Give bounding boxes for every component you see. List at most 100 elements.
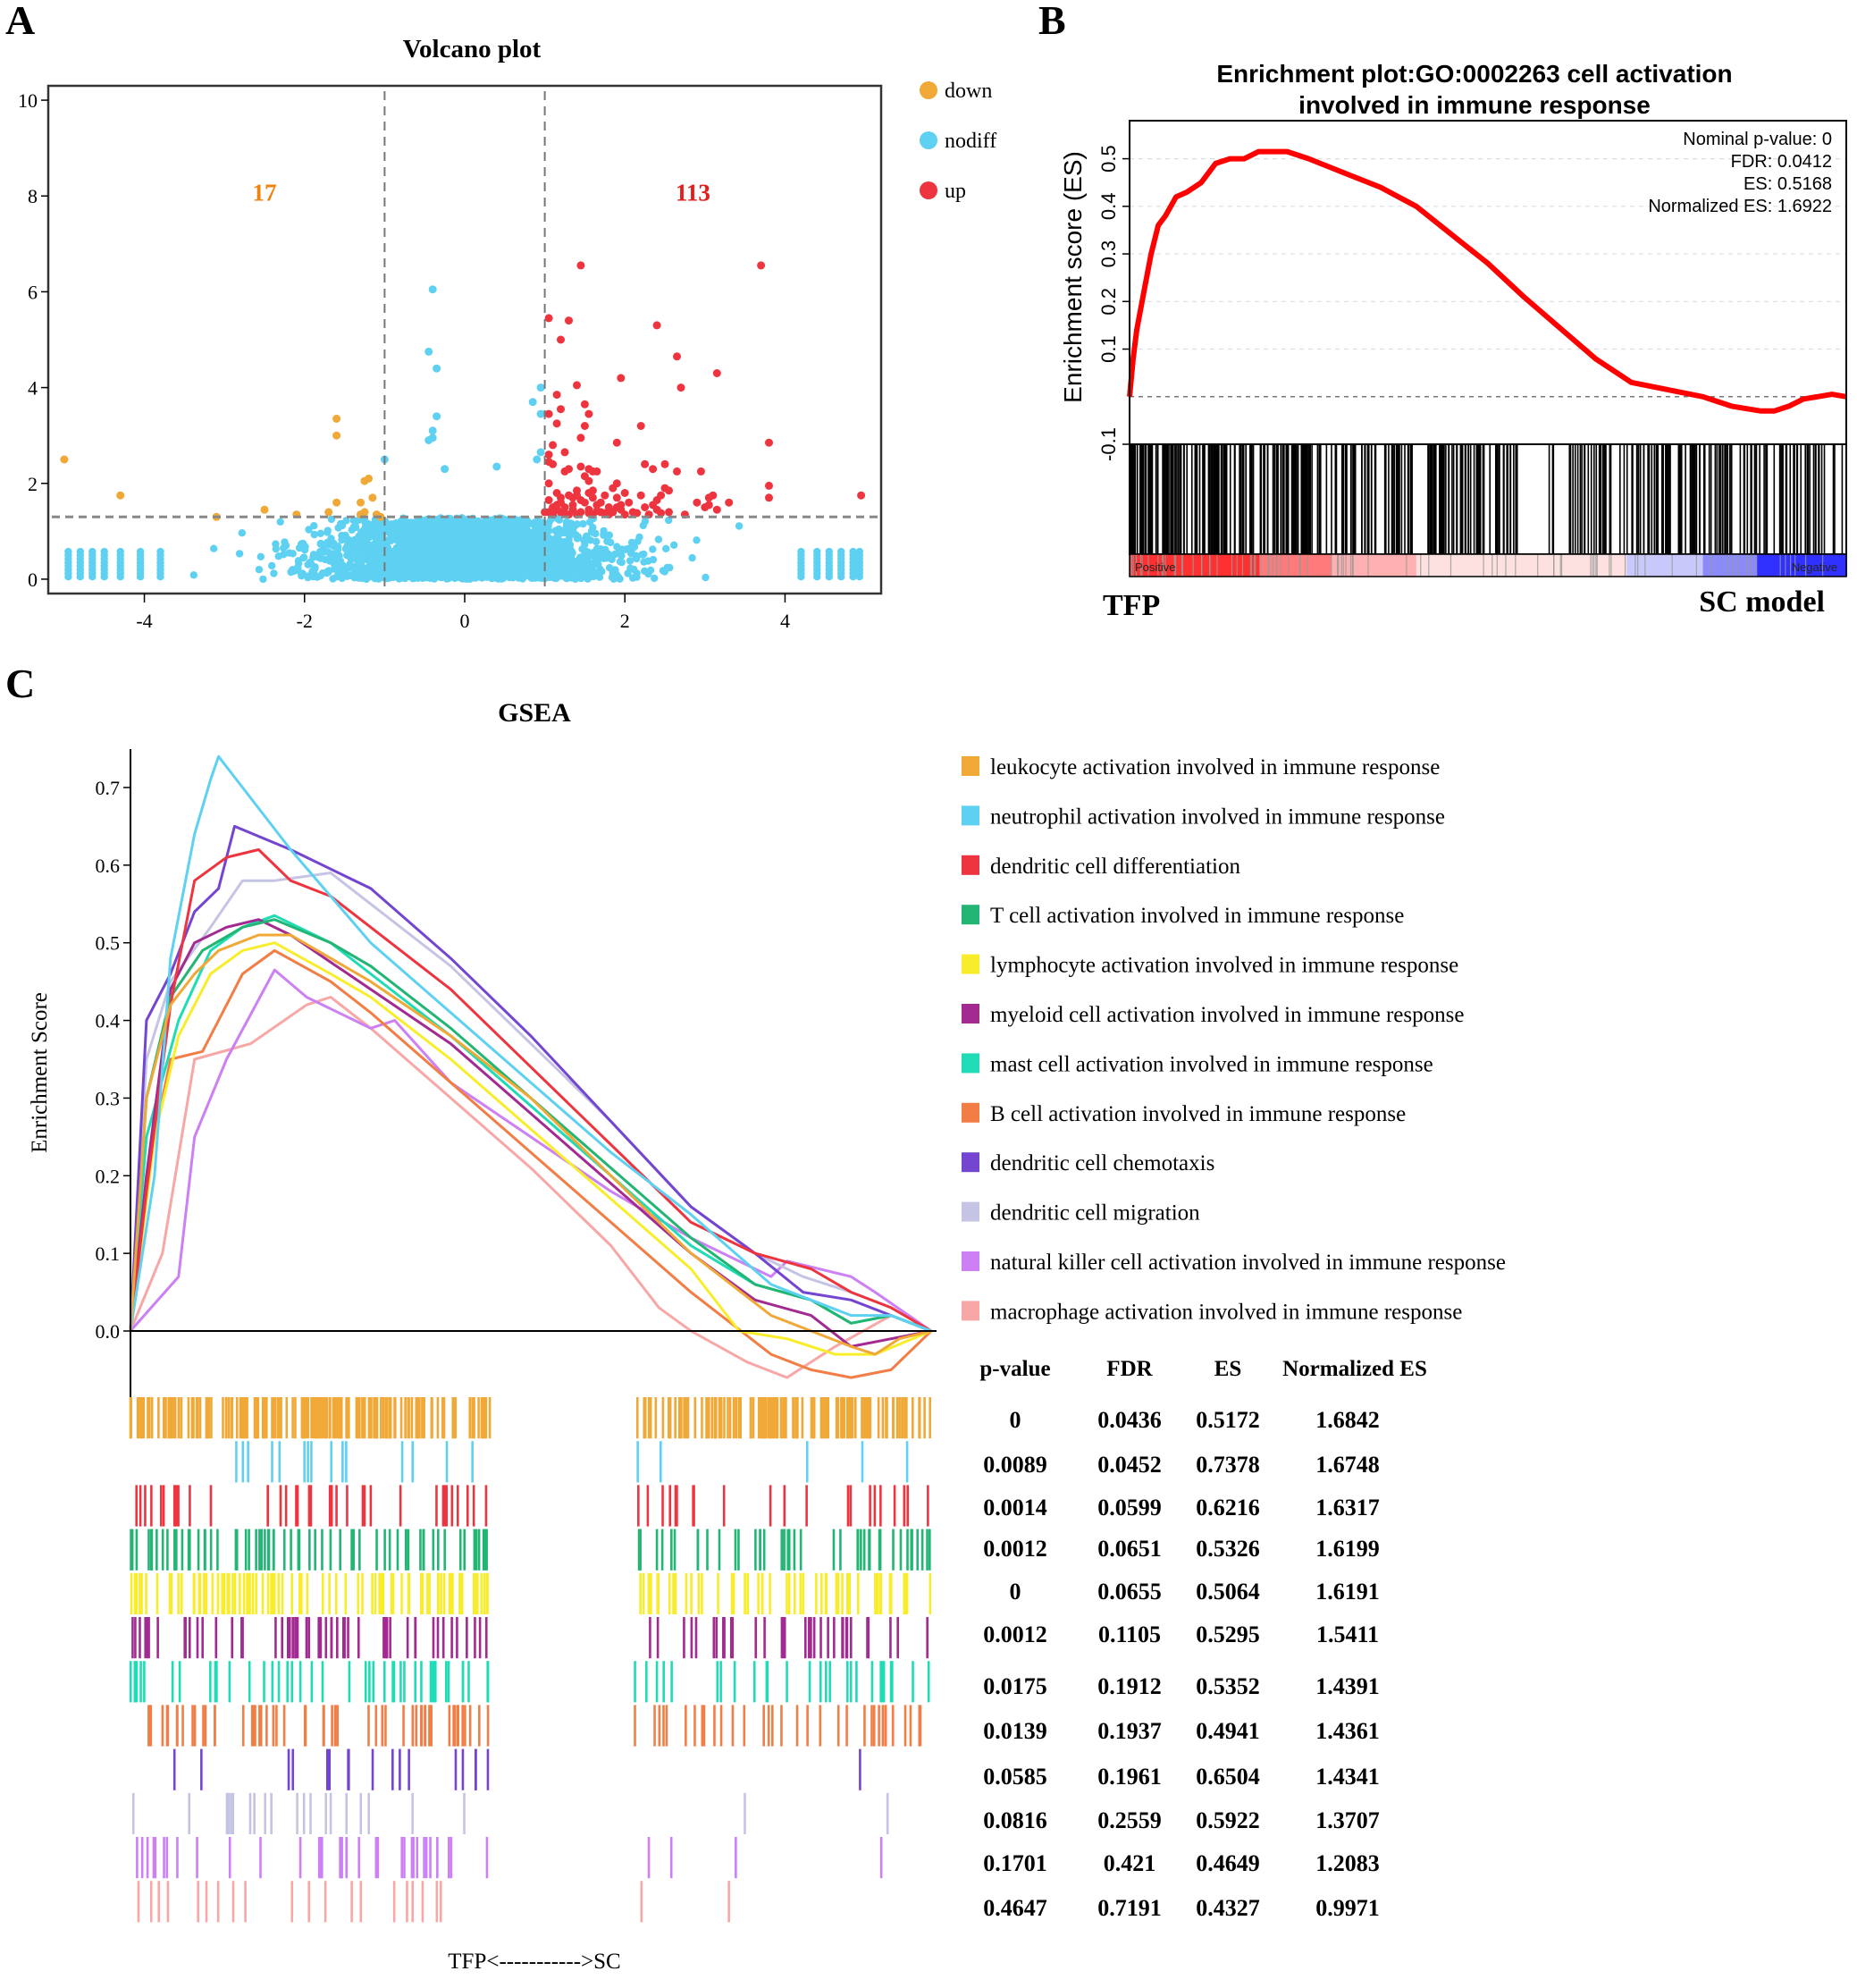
nodiff-point [559, 553, 567, 561]
nodiff-point [433, 364, 441, 373]
nodiff-point [383, 566, 391, 574]
y-tick-label: 0.2 [1097, 288, 1120, 316]
table-cell: 0.5172 [1196, 1407, 1260, 1433]
nodiff-point [474, 517, 483, 526]
nodiff-point [565, 562, 574, 570]
legend-swatch [962, 905, 979, 925]
nodiff-point [563, 541, 571, 549]
up-point [584, 476, 593, 485]
up-point [544, 458, 553, 467]
legend-label: dendritic cell differentiation [990, 855, 1240, 879]
up-point [657, 509, 666, 518]
rank-cell [1331, 554, 1337, 577]
up-point [649, 501, 658, 510]
nodiff-point [628, 574, 637, 582]
rank-cell [1451, 554, 1458, 577]
nodiff-point [516, 518, 525, 526]
nodiff-point [270, 569, 278, 577]
table-cell: 0.2559 [1097, 1807, 1162, 1833]
nodiff-point [88, 547, 97, 556]
rank-cell [1582, 554, 1588, 577]
legend-label: natural killer cell activation involved … [990, 1251, 1506, 1275]
rank-cell [1170, 554, 1176, 577]
nodiff-point [403, 537, 411, 545]
table-cell: 0.1701 [983, 1850, 1047, 1876]
y-tick-label: 0.5 [96, 932, 121, 955]
rank-cell [1380, 554, 1386, 577]
nodiff-point [555, 525, 563, 534]
nodiff-point [318, 569, 327, 577]
rank-cell [1259, 554, 1265, 577]
table-cell: 1.6191 [1315, 1579, 1380, 1605]
rank-cell [1676, 554, 1682, 577]
nodiff-point [431, 559, 440, 568]
up-point [557, 335, 565, 344]
nodiff-point [274, 552, 282, 560]
nodiff-point [702, 573, 710, 582]
table-cell: 0.1937 [1097, 1718, 1162, 1744]
up-point [580, 498, 589, 507]
rank-cell [1290, 554, 1297, 577]
nodiff-point [493, 530, 501, 539]
nodiff-point [528, 398, 537, 407]
rank-cell [1568, 554, 1575, 577]
nodiff-point [487, 562, 495, 570]
nodiff-point [406, 548, 415, 556]
nodiff-point [334, 524, 342, 532]
legend-swatch [962, 805, 979, 826]
up-point [544, 496, 553, 504]
nodiff-point [329, 575, 337, 583]
up-point [592, 507, 601, 516]
volcano-threshold-lines [52, 91, 878, 594]
rank-cell [1206, 554, 1212, 577]
rank-cell [1139, 554, 1145, 577]
up-point [544, 479, 553, 488]
up-point [612, 438, 621, 447]
up-point [565, 316, 573, 325]
up-point [765, 493, 773, 502]
y-tick-label: 0.3 [96, 1087, 121, 1109]
up-point [552, 391, 561, 400]
enrichment-ylabel: Enrichment score (ES) [1059, 151, 1087, 403]
rank-cell [1353, 554, 1359, 577]
rank-cell [1281, 554, 1288, 577]
legend-label: lymphocyte activation involved in immune… [990, 954, 1458, 978]
nodiff-point [592, 537, 601, 546]
legend-label: neutrophil activation involved in immune… [990, 804, 1445, 829]
rank-cell [1322, 554, 1328, 577]
gsea-curve [129, 848, 932, 1333]
rank-cell [1769, 554, 1776, 577]
rank-cell [1424, 554, 1431, 577]
rank-cell [1515, 554, 1521, 577]
up-point [576, 508, 585, 517]
nodiff-point [525, 535, 533, 543]
gsea-hit-barcodes [129, 1397, 932, 1923]
up-point [641, 459, 650, 468]
nodiff-point [408, 566, 416, 575]
gsea-curve [129, 933, 932, 1356]
table-cell: 0.0452 [1097, 1452, 1162, 1478]
up-point [604, 503, 613, 511]
nodiff-point [436, 552, 445, 560]
rank-cell [1774, 554, 1780, 577]
nodiff-point [508, 574, 517, 582]
rank-cell [1147, 554, 1154, 577]
up-point [584, 509, 593, 518]
up-point [649, 465, 658, 474]
up-point [609, 484, 618, 493]
nodiff-point [424, 436, 433, 444]
gsea-curve [129, 968, 932, 1333]
nodiff-point [449, 566, 458, 574]
up-point [560, 467, 569, 476]
rank-cell [1662, 554, 1668, 577]
nodiff-point [581, 551, 589, 559]
stat-line: Nominal p-value: 0 [1683, 130, 1832, 149]
rank-cell [1546, 554, 1552, 577]
nodiff-point [356, 543, 365, 552]
nodiff-point [855, 547, 863, 556]
nodiff-point [464, 519, 472, 527]
rank-cell [1510, 554, 1517, 577]
up-point [693, 498, 702, 507]
nodiff-point [825, 547, 833, 556]
volcano-annotations: 17 113 [252, 180, 710, 206]
